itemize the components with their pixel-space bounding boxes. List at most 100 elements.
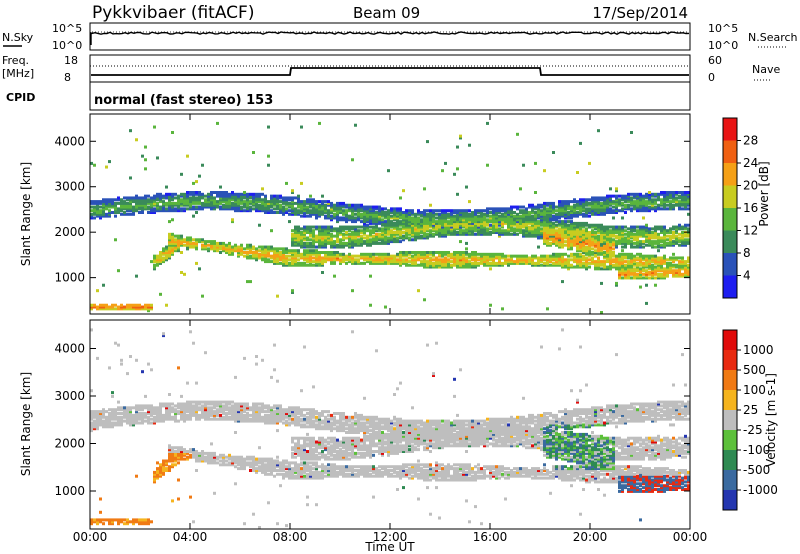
power-cell	[357, 205, 360, 209]
power-cell	[684, 201, 687, 205]
power-cell	[618, 274, 621, 278]
power-cell	[618, 252, 621, 256]
velocity-cell	[132, 522, 135, 526]
power-cell	[360, 212, 363, 216]
power-cell	[261, 256, 264, 260]
power-cell	[471, 232, 474, 236]
power-cell	[666, 234, 669, 238]
power-cell	[501, 214, 504, 218]
power-cell	[564, 229, 567, 233]
velocity-cell	[105, 415, 108, 419]
power-cell	[534, 205, 537, 209]
power-cell	[621, 240, 624, 244]
power-cell	[186, 207, 189, 211]
power-cell	[390, 209, 393, 213]
power-cell	[141, 305, 144, 309]
velocity-cell	[177, 448, 180, 452]
power-cell	[603, 256, 606, 260]
power-cell	[687, 258, 690, 262]
power-cell	[432, 211, 435, 214]
power-cell	[558, 260, 561, 264]
power-cell	[354, 207, 357, 211]
velocity-cell	[168, 453, 171, 457]
power-cell	[396, 216, 399, 220]
power-cell	[198, 205, 201, 209]
power-cell	[603, 229, 606, 233]
power-cell	[393, 225, 396, 229]
power-cell	[555, 252, 558, 256]
power-cell	[681, 260, 684, 264]
power-cell	[600, 201, 603, 205]
power-cell	[576, 234, 579, 238]
power-cell	[234, 249, 237, 253]
power-cell	[150, 203, 153, 207]
power-cell	[651, 271, 654, 274]
power-cell	[201, 245, 204, 249]
power-cell	[384, 211, 387, 214]
power-cell	[225, 251, 228, 254]
power-cell	[255, 249, 258, 253]
power-cell	[372, 207, 375, 211]
power-cell	[129, 307, 132, 311]
power-cell	[204, 200, 207, 204]
power-cell	[99, 211, 102, 214]
power-cell	[108, 209, 111, 213]
power-cell	[465, 227, 468, 231]
power-cell	[654, 227, 657, 231]
power-cell	[477, 252, 480, 256]
power-cell	[618, 260, 621, 264]
power-cell	[609, 201, 612, 205]
power-cell	[369, 229, 372, 233]
velocity-cell	[153, 480, 156, 484]
power-cell	[411, 220, 414, 224]
power-cell	[267, 203, 270, 207]
power-cell	[324, 203, 327, 207]
power-cell	[327, 201, 330, 205]
power-cell	[225, 203, 228, 207]
power-cell	[465, 209, 468, 213]
power-cell	[210, 205, 213, 209]
velocity-cell	[204, 457, 207, 461]
power-cell	[327, 212, 330, 216]
power-cell	[591, 232, 594, 236]
power-cell	[243, 200, 246, 204]
velocity-cell	[96, 423, 99, 427]
velocity-cell	[165, 410, 168, 414]
power-cell	[519, 256, 522, 260]
power-cell	[576, 249, 579, 253]
power-cell	[549, 232, 552, 236]
power-cell	[525, 207, 528, 211]
power-cell	[570, 265, 573, 269]
power-cell	[183, 209, 186, 213]
power-cell	[474, 260, 477, 264]
power-cell	[561, 232, 564, 236]
velocity-cell	[159, 470, 162, 474]
power-cell	[549, 209, 552, 213]
power-cell	[351, 207, 354, 211]
power-cell	[660, 201, 663, 205]
power-cell	[201, 207, 204, 211]
power-cell	[309, 209, 312, 213]
power-cell	[102, 303, 105, 307]
velocity-cell	[165, 467, 168, 471]
power-cell	[669, 267, 672, 271]
velocity-cell	[93, 520, 96, 524]
power-cell	[360, 205, 363, 209]
freq-right-tick-top: 60	[708, 54, 722, 67]
power-cell	[468, 229, 471, 233]
power-cell	[219, 247, 222, 251]
power-cell	[636, 274, 639, 278]
power-cell	[342, 260, 345, 264]
power-cell	[486, 163, 489, 167]
velocity-cell	[96, 356, 99, 360]
power-cell	[399, 209, 402, 213]
power-cell	[255, 209, 258, 213]
power-cell	[657, 240, 660, 244]
power-cell	[519, 254, 522, 258]
power-cell	[564, 225, 567, 229]
power-cell	[651, 263, 654, 267]
power-cell	[384, 256, 387, 260]
power-cell	[387, 225, 390, 229]
velocity-cell	[219, 413, 222, 417]
power-cell	[522, 229, 525, 233]
